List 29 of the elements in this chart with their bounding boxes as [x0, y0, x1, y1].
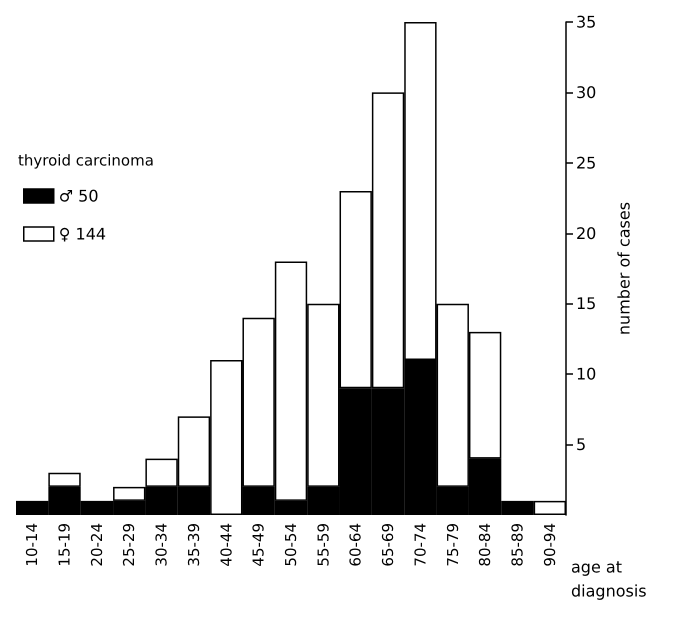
- x-tick-label: 60-64: [346, 523, 365, 567]
- x-tick-label: 75-79: [444, 523, 462, 567]
- x-tick-label: 85-89: [508, 523, 526, 567]
- y-tick-label: 30: [576, 82, 596, 102]
- x-tick-label: 10-14: [23, 523, 42, 567]
- x-tick-label: 65-69: [379, 523, 398, 567]
- x-axis-title: age at diagnosis: [571, 558, 647, 600]
- x-tick-label: 30-34: [152, 523, 171, 567]
- x-tick-label: 25-29: [120, 523, 138, 567]
- legend-title: thyroid carcinoma: [18, 152, 154, 170]
- x-tick-label: 35-39: [184, 523, 203, 567]
- y-tick-label: 5: [576, 435, 586, 454]
- legend-label: ♀ 144: [58, 224, 106, 244]
- x-tick-label: 40-44: [217, 523, 236, 567]
- x-tick-label: 45-49: [250, 523, 268, 567]
- x-tick-label: 80-84: [476, 523, 494, 567]
- y-tick-label: 35: [576, 12, 596, 32]
- x-tick-label: 70-74: [411, 523, 430, 567]
- x-tick-label: 15-19: [56, 523, 74, 567]
- x-tick-label: 90-94: [540, 523, 559, 567]
- y-axis-title: number of cases: [614, 202, 634, 336]
- x-tick-label: 55-59: [314, 523, 332, 567]
- y-tick-label: 25: [576, 153, 596, 172]
- y-tick-label: 15: [576, 294, 596, 314]
- legend-label: ♂ 50: [58, 186, 99, 206]
- y-tick-label: 20: [576, 224, 596, 243]
- x-tick-label: 50-54: [282, 523, 300, 567]
- y-tick-label: 10: [576, 364, 596, 384]
- x-tick-label: 20-24: [88, 523, 106, 567]
